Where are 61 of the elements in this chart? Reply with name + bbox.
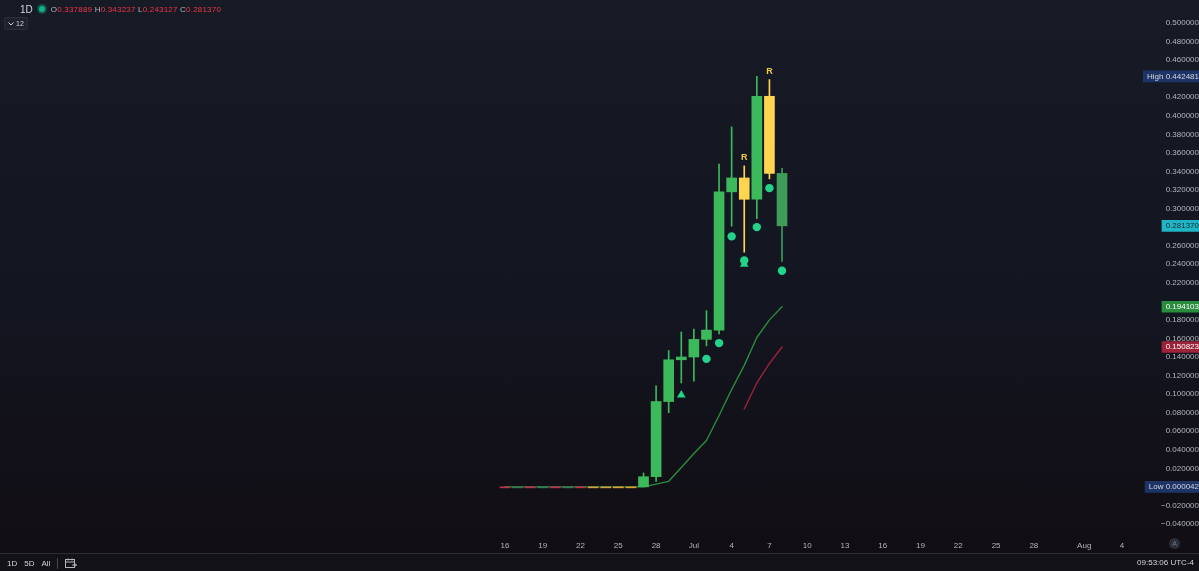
point: [714, 338, 724, 348]
y-tick-label: 0.260000: [1165, 240, 1199, 250]
x-tick-label: 22: [953, 541, 964, 550]
x-tick-label: 16: [500, 541, 510, 550]
text: 1D: [7, 558, 18, 568]
y-tick-label: 0.160000: [1165, 333, 1199, 343]
x-tick-label: 19: [538, 541, 548, 550]
y-tick-label: 0.220000: [1165, 277, 1199, 287]
x-tick-label: 25: [613, 541, 624, 550]
text: 09:53:06 UTC-4: [1137, 557, 1194, 569]
y-tick-label: −0.040000: [1160, 519, 1199, 529]
text: O0.337889 H0.343237 L0.243127 C0.281370: [50, 4, 222, 14]
x-tick-label: 25: [991, 541, 1002, 550]
y-tick-label: 0.194103: [1165, 302, 1199, 312]
y-tick-label: 0.140000: [1165, 352, 1199, 362]
y-tick-label: 0.060000: [1165, 426, 1199, 436]
text: All: [41, 558, 51, 568]
x-tick-label: 28: [1029, 541, 1039, 550]
y-tick-label: 0.020000: [1165, 463, 1199, 473]
y-tick-label: 0.380000: [1165, 129, 1199, 139]
y-tick-label: 0.320000: [1165, 185, 1199, 195]
x-tick-label: 4: [1119, 541, 1125, 550]
x-tick-label: 10: [802, 541, 813, 550]
x-tick-label: 7: [767, 541, 773, 550]
point: [702, 354, 711, 364]
y-tick-label: High 0.442481: [1146, 71, 1199, 81]
y-tick-label: 0.281370: [1165, 221, 1199, 231]
y-tick-label: 0.420000: [1165, 92, 1199, 102]
y-tick-label: Low 0.000042: [1148, 482, 1199, 492]
y-tick-label: 0.400000: [1165, 110, 1199, 120]
annotation: R: [766, 65, 774, 76]
text: 5D: [24, 558, 35, 568]
annotation: R: [740, 151, 748, 162]
y-tick-label: 0.300000: [1165, 203, 1199, 213]
y-tick-label: 0.180000: [1165, 315, 1199, 325]
y-tick-label: 0.340000: [1165, 166, 1199, 176]
y-tick-label: 0.500000: [1165, 18, 1199, 28]
text: 1D: [20, 3, 33, 15]
x-tick-label: 13: [840, 541, 850, 550]
x-tick-label: 19: [916, 541, 926, 550]
point: [765, 183, 774, 193]
x-tick-label: 4: [729, 541, 735, 550]
x-tick-label: Jul: [688, 541, 700, 550]
x-tick-label: 16: [878, 541, 888, 550]
y-tick-label: 0.240000: [1165, 259, 1199, 269]
point: [676, 390, 686, 398]
y-tick-label: 0.040000: [1165, 444, 1199, 454]
y-tick-label: 0.150823: [1165, 342, 1199, 352]
x-tick-label: 22: [576, 541, 586, 550]
y-tick-label: 0.480000: [1165, 36, 1199, 46]
x-tick-label: Aug: [1077, 541, 1092, 550]
y-tick-label: 0.360000: [1165, 148, 1199, 158]
y-tick-label: −0.020000: [1160, 500, 1199, 510]
point: [727, 232, 736, 241]
y-tick-label: 0.080000: [1165, 407, 1199, 417]
y-tick-label: 0.460000: [1165, 55, 1199, 65]
point: [752, 222, 762, 232]
x-tick-label: 28: [651, 541, 662, 550]
y-tick-label: 0.120000: [1165, 370, 1199, 380]
y-tick-label: 0.100000: [1165, 389, 1199, 399]
point: [777, 266, 787, 275]
